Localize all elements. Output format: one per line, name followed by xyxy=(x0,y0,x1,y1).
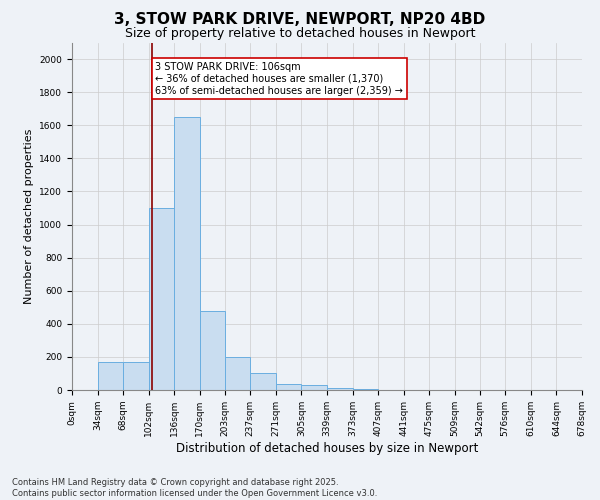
Text: Contains HM Land Registry data © Crown copyright and database right 2025.
Contai: Contains HM Land Registry data © Crown c… xyxy=(12,478,377,498)
Bar xyxy=(175,117,200,390)
Bar xyxy=(250,372,276,390)
Text: Size of property relative to detached houses in Newport: Size of property relative to detached ho… xyxy=(125,28,475,40)
Text: 3 STOW PARK DRIVE: 106sqm
← 36% of detached houses are smaller (1,370)
63% of se: 3 STOW PARK DRIVE: 106sqm ← 36% of detac… xyxy=(155,62,403,96)
Bar xyxy=(353,389,378,390)
Bar xyxy=(224,357,250,390)
Bar xyxy=(200,310,224,390)
Bar xyxy=(327,388,353,390)
Bar xyxy=(276,384,301,390)
Bar xyxy=(149,208,175,390)
Bar xyxy=(98,362,123,390)
X-axis label: Distribution of detached houses by size in Newport: Distribution of detached houses by size … xyxy=(176,442,478,454)
Bar xyxy=(123,362,149,390)
Text: 3, STOW PARK DRIVE, NEWPORT, NP20 4BD: 3, STOW PARK DRIVE, NEWPORT, NP20 4BD xyxy=(115,12,485,28)
Y-axis label: Number of detached properties: Number of detached properties xyxy=(24,128,34,304)
Bar xyxy=(301,385,327,390)
